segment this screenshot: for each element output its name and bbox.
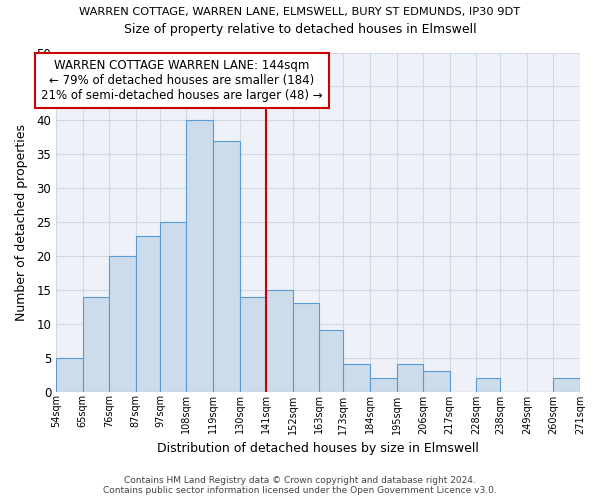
Bar xyxy=(370,378,397,392)
Bar xyxy=(343,364,370,392)
Bar xyxy=(476,378,500,392)
Bar xyxy=(553,378,580,392)
Bar xyxy=(83,296,109,392)
Bar xyxy=(397,364,423,392)
Bar xyxy=(56,358,83,392)
Text: WARREN COTTAGE, WARREN LANE, ELMSWELL, BURY ST EDMUNDS, IP30 9DT: WARREN COTTAGE, WARREN LANE, ELMSWELL, B… xyxy=(79,8,521,18)
Text: Size of property relative to detached houses in Elmswell: Size of property relative to detached ho… xyxy=(124,22,476,36)
Bar xyxy=(136,236,160,392)
Bar xyxy=(266,290,293,392)
Text: WARREN COTTAGE WARREN LANE: 144sqm
← 79% of detached houses are smaller (184)
21: WARREN COTTAGE WARREN LANE: 144sqm ← 79%… xyxy=(41,60,323,102)
Y-axis label: Number of detached properties: Number of detached properties xyxy=(15,124,28,320)
Bar xyxy=(319,330,343,392)
Text: Contains HM Land Registry data © Crown copyright and database right 2024.
Contai: Contains HM Land Registry data © Crown c… xyxy=(103,476,497,495)
Bar xyxy=(293,304,319,392)
Bar xyxy=(239,296,266,392)
X-axis label: Distribution of detached houses by size in Elmswell: Distribution of detached houses by size … xyxy=(157,442,479,455)
Bar xyxy=(423,371,449,392)
Bar xyxy=(187,120,213,392)
Bar xyxy=(109,256,136,392)
Bar xyxy=(160,222,187,392)
Bar xyxy=(213,140,239,392)
